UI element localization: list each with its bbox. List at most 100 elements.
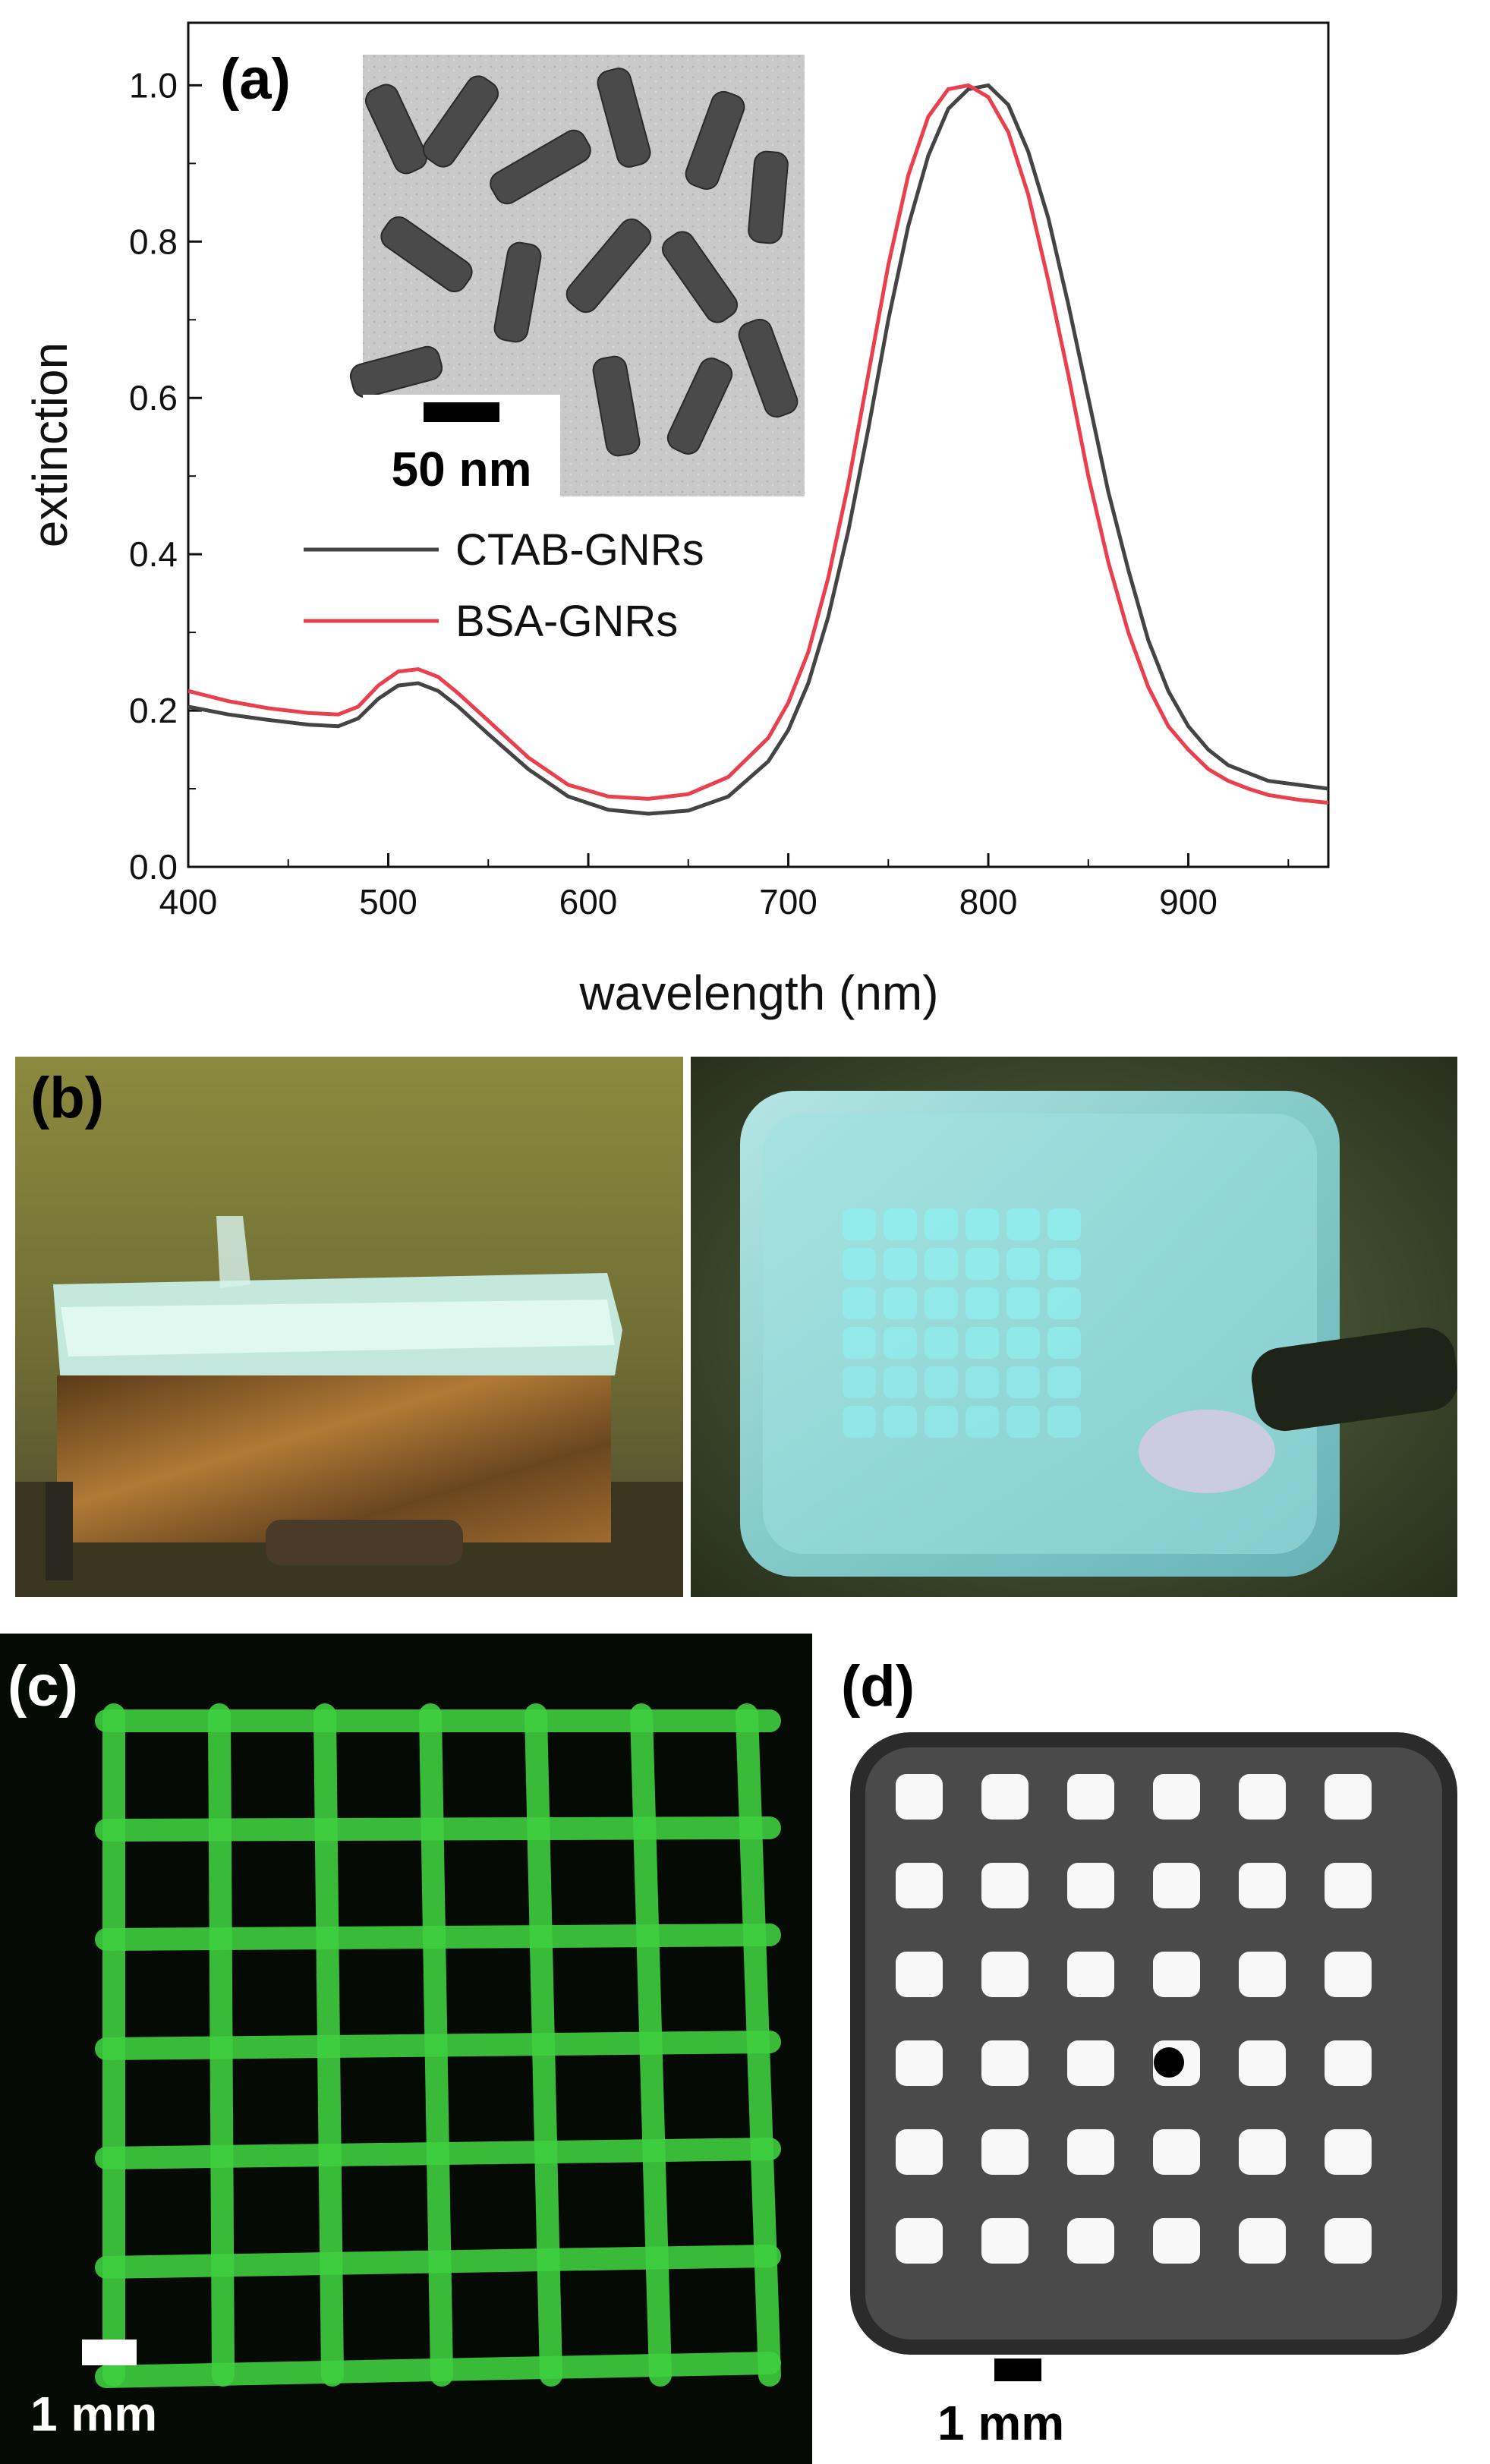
grid-node	[843, 1287, 876, 1319]
grid-hole	[1067, 2129, 1114, 2175]
panel-c-scale-bar	[82, 2340, 137, 2365]
grid-node	[1006, 1327, 1040, 1359]
grid-node	[966, 1208, 999, 1240]
grid-node	[884, 1366, 917, 1398]
panel-d-brightfield-image: (d) 1 mm	[812, 1634, 1490, 2464]
grid-hole	[981, 2040, 1029, 2086]
panel-b-photos: (b)	[15, 1057, 1457, 1597]
grid-node	[1006, 1248, 1040, 1280]
legend-label-ctab-gnrs: CTAB-GNRs	[455, 525, 704, 575]
grid-node	[925, 1208, 958, 1240]
y-tick-label: 0.4	[129, 534, 178, 574]
grid-node	[1047, 1327, 1081, 1359]
inset-scale-label: 50 nm	[392, 442, 532, 496]
y-tick-label: 0.0	[129, 847, 178, 887]
grid-hole	[896, 2218, 943, 2264]
grid-node	[884, 1406, 917, 1438]
grid-node	[843, 1208, 876, 1240]
x-tick-label: 400	[159, 882, 218, 922]
grid-hole	[1239, 2218, 1286, 2264]
photo-gel-top-view	[691, 1057, 1457, 1597]
grid-hole	[896, 2040, 943, 2086]
grid-hole	[1153, 1952, 1200, 1997]
grid-node	[884, 1287, 917, 1319]
grid-hole	[896, 1863, 943, 1908]
grid-node	[1006, 1366, 1040, 1398]
grid-node	[843, 1366, 876, 1398]
series-line-ctab-gnrs	[188, 83, 1328, 816]
grid-node	[925, 1366, 958, 1398]
grid-hole	[1239, 1863, 1286, 1908]
grid-hole	[1325, 2129, 1372, 2175]
series-line-bsa-gnrs	[188, 83, 1328, 805]
grid-hole	[896, 1774, 943, 1820]
grid-node	[925, 1248, 958, 1280]
grid-node	[884, 1208, 917, 1240]
grid-node	[966, 1287, 999, 1319]
y-axis-label: extinction	[23, 342, 77, 547]
grid-node	[843, 1327, 876, 1359]
grid-line-horizontal	[95, 2245, 781, 2279]
grid-hole	[981, 2218, 1029, 2264]
grid-hole	[1325, 2218, 1372, 2264]
y-tick-label: 0.8	[129, 222, 178, 261]
grid-hole	[1153, 2129, 1200, 2175]
panel-c-scale-label: 1 mm	[30, 2387, 157, 2441]
grid-line-vertical	[524, 1703, 562, 2387]
grid-line-vertical	[419, 1703, 453, 2387]
panel-label-c: (c)	[8, 1654, 78, 1719]
x-tick-label: 600	[559, 882, 618, 922]
grid-node	[925, 1327, 958, 1359]
grid-hole	[1239, 1774, 1286, 1820]
plot-frame	[187, 21, 1330, 868]
y-axis-ticks: 0.0 0.2 0.4 0.6 0.8 1.0	[129, 65, 202, 887]
grid-node	[966, 1248, 999, 1280]
grid-hole	[1067, 1863, 1114, 1908]
grid-node	[843, 1248, 876, 1280]
grid-node	[925, 1406, 958, 1438]
grid-node	[1047, 1208, 1081, 1240]
y-tick-label: 0.2	[129, 691, 178, 730]
grid-line-vertical	[630, 1703, 672, 2387]
grid-node	[966, 1366, 999, 1398]
x-tick-label: 700	[759, 882, 817, 922]
y-tick-label: 0.6	[129, 378, 178, 417]
printed-grid-cyan	[843, 1208, 1081, 1438]
grid-hole	[896, 2129, 943, 2175]
grid-hole	[1325, 1774, 1372, 1820]
grid-node	[884, 1248, 917, 1280]
panel-label-b: (b)	[30, 1066, 104, 1130]
grid-hole	[981, 1863, 1029, 1908]
grid-line-horizontal	[95, 2138, 781, 2169]
grid-hole	[1153, 2218, 1200, 2264]
printed-grid-green	[95, 1703, 781, 2388]
panel-label-a: (a)	[220, 47, 291, 112]
x-tick-label: 800	[959, 882, 1018, 922]
grid-node	[1047, 1287, 1081, 1319]
grid-hole	[1067, 2218, 1114, 2264]
photo-gel-side-view: (b)	[15, 1057, 683, 1597]
grid-hole	[1239, 2040, 1286, 2086]
grid-node	[843, 1406, 876, 1438]
grid-hole	[981, 1774, 1029, 1820]
panel-d-scale-label: 1 mm	[937, 2396, 1064, 2450]
grid-node	[1006, 1287, 1040, 1319]
extinction-chart: 0.0 0.2 0.4 0.6 0.8 1.0 400 500 600 700 800 900 ex…	[23, 21, 1330, 1020]
grid-hole	[1153, 1863, 1200, 1908]
y-tick-label: 1.0	[129, 65, 178, 105]
grid-line-vertical	[736, 1703, 781, 2387]
grid-hole	[1325, 2040, 1372, 2086]
inset-scale-bar	[424, 402, 499, 422]
legend-label-bsa-gnrs: BSA-GNRs	[455, 597, 678, 646]
grid-hole	[896, 1952, 943, 1997]
grid-hole	[1325, 1952, 1372, 1997]
grid-hole	[981, 1952, 1029, 1997]
x-tick-label: 900	[1159, 882, 1218, 922]
grid-node	[1047, 1366, 1081, 1398]
x-axis-label: wavelength (nm)	[578, 966, 938, 1020]
panel-c-fluorescence-image: (c) 1 mm	[0, 1634, 812, 2464]
grid-hole	[1239, 1952, 1286, 1997]
grid-node	[1006, 1208, 1040, 1240]
x-tick-label: 500	[359, 882, 417, 922]
grid-node	[1006, 1406, 1040, 1438]
